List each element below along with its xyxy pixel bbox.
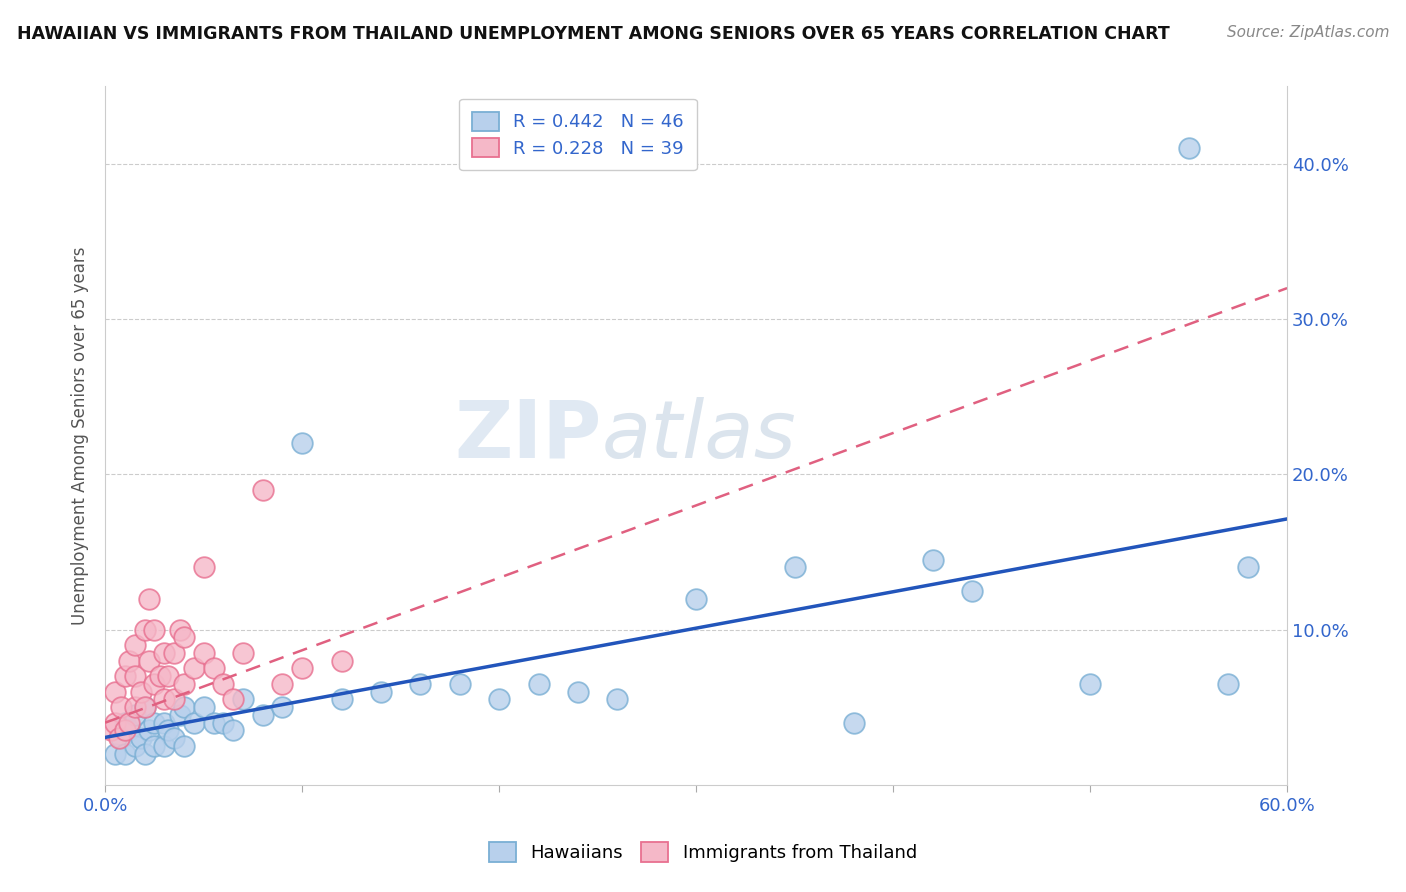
Point bbox=[488, 692, 510, 706]
Point bbox=[921, 552, 943, 566]
Point bbox=[134, 700, 156, 714]
Point bbox=[129, 731, 152, 746]
Point bbox=[157, 723, 180, 738]
Point bbox=[169, 707, 191, 722]
Point bbox=[163, 692, 186, 706]
Point bbox=[143, 623, 166, 637]
Point bbox=[114, 723, 136, 738]
Point bbox=[842, 715, 865, 730]
Point bbox=[134, 700, 156, 714]
Point bbox=[100, 723, 122, 738]
Point bbox=[124, 638, 146, 652]
Point bbox=[118, 723, 141, 738]
Point bbox=[193, 700, 215, 714]
Point bbox=[606, 692, 628, 706]
Point bbox=[449, 677, 471, 691]
Point bbox=[118, 654, 141, 668]
Point bbox=[163, 731, 186, 746]
Y-axis label: Unemployment Among Seniors over 65 years: Unemployment Among Seniors over 65 years bbox=[72, 246, 89, 624]
Point bbox=[114, 715, 136, 730]
Point bbox=[138, 591, 160, 606]
Text: HAWAIIAN VS IMMIGRANTS FROM THAILAND UNEMPLOYMENT AMONG SENIORS OVER 65 YEARS CO: HAWAIIAN VS IMMIGRANTS FROM THAILAND UNE… bbox=[17, 25, 1170, 43]
Point bbox=[685, 591, 707, 606]
Point bbox=[143, 715, 166, 730]
Point bbox=[222, 692, 245, 706]
Text: ZIP: ZIP bbox=[454, 397, 602, 475]
Point bbox=[960, 583, 983, 598]
Point bbox=[252, 707, 274, 722]
Point bbox=[1177, 141, 1199, 155]
Point bbox=[129, 684, 152, 698]
Point bbox=[409, 677, 432, 691]
Point bbox=[104, 715, 127, 730]
Point bbox=[202, 661, 225, 675]
Point bbox=[138, 654, 160, 668]
Point bbox=[567, 684, 589, 698]
Point bbox=[1236, 560, 1258, 574]
Point bbox=[114, 669, 136, 683]
Legend: Hawaiians, Immigrants from Thailand: Hawaiians, Immigrants from Thailand bbox=[482, 835, 924, 870]
Point bbox=[114, 747, 136, 761]
Point bbox=[173, 677, 195, 691]
Point bbox=[157, 669, 180, 683]
Point bbox=[291, 661, 314, 675]
Point bbox=[212, 715, 235, 730]
Point bbox=[173, 700, 195, 714]
Point bbox=[183, 661, 205, 675]
Point bbox=[330, 654, 353, 668]
Point bbox=[212, 677, 235, 691]
Point bbox=[183, 715, 205, 730]
Point bbox=[149, 669, 172, 683]
Point bbox=[222, 723, 245, 738]
Point bbox=[134, 747, 156, 761]
Point bbox=[153, 646, 176, 660]
Point bbox=[271, 677, 294, 691]
Text: Source: ZipAtlas.com: Source: ZipAtlas.com bbox=[1226, 25, 1389, 40]
Point bbox=[232, 646, 254, 660]
Point bbox=[527, 677, 550, 691]
Point bbox=[153, 739, 176, 753]
Point bbox=[252, 483, 274, 497]
Point bbox=[1078, 677, 1101, 691]
Point bbox=[153, 692, 176, 706]
Text: atlas: atlas bbox=[602, 397, 796, 475]
Point bbox=[291, 436, 314, 450]
Point bbox=[124, 707, 146, 722]
Point bbox=[110, 700, 132, 714]
Point bbox=[104, 684, 127, 698]
Point bbox=[134, 623, 156, 637]
Point bbox=[143, 677, 166, 691]
Point bbox=[370, 684, 392, 698]
Point bbox=[1216, 677, 1239, 691]
Point bbox=[104, 747, 127, 761]
Point bbox=[110, 731, 132, 746]
Point bbox=[124, 700, 146, 714]
Point bbox=[173, 739, 195, 753]
Point bbox=[193, 646, 215, 660]
Point bbox=[169, 623, 191, 637]
Point bbox=[143, 739, 166, 753]
Legend: R = 0.442   N = 46, R = 0.228   N = 39: R = 0.442 N = 46, R = 0.228 N = 39 bbox=[460, 99, 697, 170]
Point bbox=[271, 700, 294, 714]
Point bbox=[232, 692, 254, 706]
Point bbox=[193, 560, 215, 574]
Point bbox=[108, 731, 131, 746]
Point bbox=[783, 560, 806, 574]
Point bbox=[124, 669, 146, 683]
Point bbox=[330, 692, 353, 706]
Point bbox=[202, 715, 225, 730]
Point bbox=[118, 715, 141, 730]
Point bbox=[124, 739, 146, 753]
Point bbox=[153, 715, 176, 730]
Point bbox=[163, 646, 186, 660]
Point bbox=[138, 723, 160, 738]
Point bbox=[173, 630, 195, 644]
